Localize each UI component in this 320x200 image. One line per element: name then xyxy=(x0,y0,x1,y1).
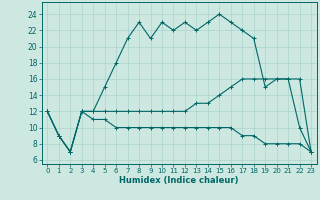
X-axis label: Humidex (Indice chaleur): Humidex (Indice chaleur) xyxy=(119,176,239,185)
